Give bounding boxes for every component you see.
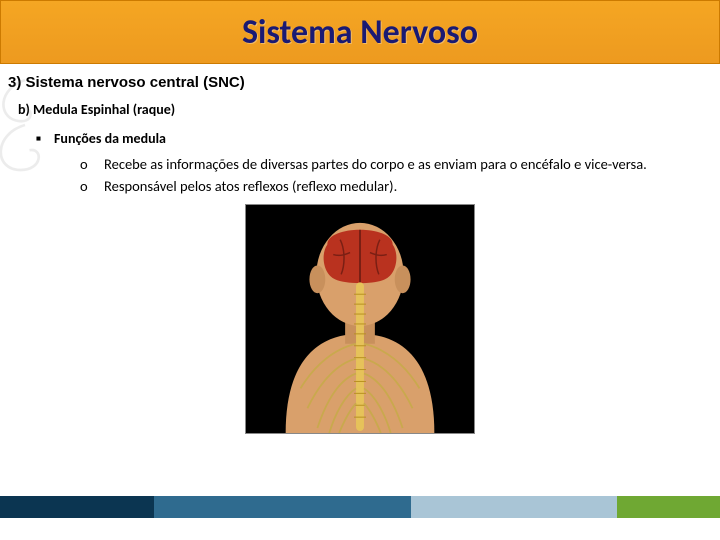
section-heading: 3) Sistema nervoso central (SNC): [0, 64, 720, 97]
subsection-heading: b) Medula Espinhal (raque): [0, 97, 720, 124]
sub-list: o Recebe as informações de diversas part…: [0, 151, 720, 196]
page-title: Sistema Nervoso: [242, 12, 478, 53]
stripe-segment: [617, 496, 720, 518]
list-item: o Responsável pelos atos reflexos (refle…: [80, 177, 696, 197]
list-item: o Recebe as informações de diversas part…: [80, 155, 696, 175]
footer-stripe: [0, 496, 720, 518]
list-text: Responsável pelos atos reflexos (reflexo…: [104, 177, 397, 197]
stripe-segment: [154, 496, 411, 518]
decorative-swirl: [0, 70, 70, 180]
stripe-segment: [0, 496, 154, 518]
bullet-item: ▪ Funções da medula: [0, 124, 720, 151]
anatomy-figure: [245, 204, 475, 434]
list-marker: o: [80, 155, 104, 175]
figure-container: [0, 204, 720, 434]
bullet-text: Funções da medula: [54, 130, 166, 147]
list-text: Recebe as informações de diversas partes…: [104, 155, 647, 175]
list-marker: o: [80, 177, 104, 197]
stripe-segment: [411, 496, 617, 518]
title-bar: Sistema Nervoso: [0, 0, 720, 64]
